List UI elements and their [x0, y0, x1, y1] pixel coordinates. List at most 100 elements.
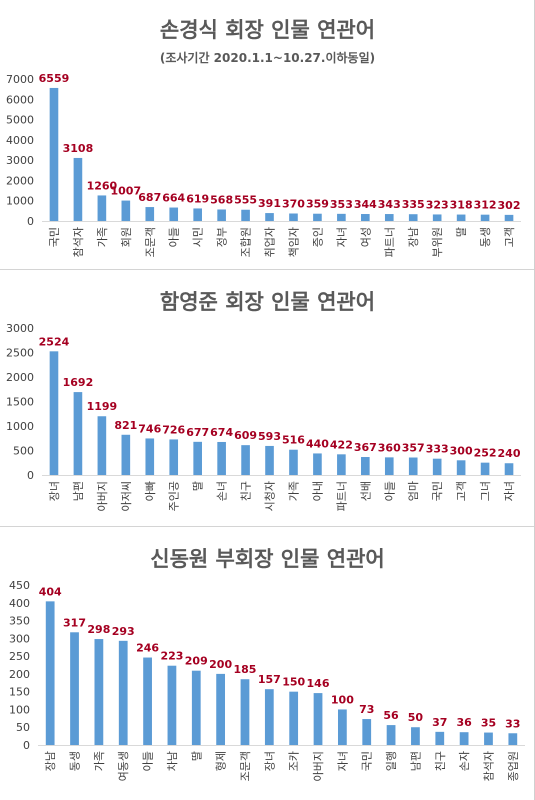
x-category-label: 조문객 [239, 751, 252, 781]
x-category-label: 아들 [383, 481, 396, 501]
data-label: 185 [233, 663, 256, 676]
data-label: 391 [258, 197, 281, 210]
bar [361, 214, 370, 221]
data-label: 664 [162, 192, 185, 205]
bar [313, 453, 322, 475]
data-label: 293 [112, 625, 135, 638]
x-category-label: 아버지 [96, 481, 109, 511]
data-label: 1692 [63, 376, 94, 389]
data-label: 333 [426, 443, 449, 456]
bar [49, 351, 59, 475]
data-label: 209 [185, 655, 208, 668]
bar [217, 209, 226, 221]
bar [504, 463, 514, 475]
x-category-label: 조합원 [240, 227, 253, 257]
data-label: 37 [432, 716, 447, 729]
x-category-label: 정부 [216, 227, 229, 247]
x-category-label: 부위원 [431, 227, 444, 257]
bar [216, 673, 226, 745]
bar [432, 214, 442, 221]
x-category-label: 조카 [288, 751, 301, 771]
x-category-label: 조문객 [144, 227, 157, 257]
bar [456, 460, 466, 475]
data-label: 516 [282, 434, 305, 447]
bar [169, 207, 179, 221]
data-label: 357 [402, 442, 425, 455]
bar [70, 632, 79, 745]
bar [241, 209, 250, 221]
bar [337, 709, 347, 745]
data-label: 35 [481, 717, 496, 730]
bar [97, 195, 107, 221]
bar [386, 725, 396, 745]
x-category-label: 장남 [407, 227, 420, 247]
bar [313, 213, 322, 221]
y-tick-label: 500 [13, 445, 34, 458]
data-label: 343 [378, 198, 401, 211]
bar [337, 454, 346, 475]
x-category-label: 가족 [96, 227, 109, 247]
x-category-label: 그녀 [479, 481, 492, 501]
chart-title: 손경식 회장 인물 연관어 [159, 18, 376, 42]
data-label: 360 [378, 441, 401, 454]
x-category-label: 손녀 [216, 481, 229, 501]
bar [241, 445, 250, 475]
x-category-label: 엄마 [407, 481, 420, 501]
bar [191, 670, 201, 745]
data-label: 344 [354, 198, 377, 211]
data-label: 353 [330, 198, 353, 211]
data-label: 3108 [63, 142, 94, 155]
x-category-label: 증인 [311, 227, 324, 247]
bar [408, 214, 418, 221]
bar [264, 689, 274, 745]
x-category-label: 선배 [359, 481, 372, 501]
x-category-label: 일행 [384, 751, 398, 771]
data-label: 240 [498, 447, 521, 460]
bar [145, 438, 155, 475]
y-tick-label: 250 [9, 650, 30, 663]
x-category-label: 딸 [455, 227, 468, 237]
x-category-label: 남편 [409, 751, 422, 771]
y-tick-label: 3000 [6, 322, 34, 335]
x-category-label: 자녀 [335, 227, 348, 247]
x-category-label: 시민 [192, 227, 205, 247]
data-label: 6559 [39, 72, 70, 85]
bar [480, 462, 490, 475]
y-tick-label: 100 [9, 703, 30, 716]
bar [49, 87, 59, 221]
y-tick-label: 4000 [6, 134, 34, 147]
bar [362, 719, 372, 745]
data-label: 317 [63, 616, 86, 629]
bar [121, 434, 131, 475]
x-category-label: 동생 [69, 751, 82, 771]
x-category-label: 고객 [503, 227, 516, 247]
y-tick-label: 400 [9, 597, 30, 610]
x-category-label: 장남 [44, 751, 57, 771]
x-category-label: 자녀 [336, 751, 349, 771]
x-category-label: 고객 [455, 481, 468, 501]
bar [73, 157, 83, 221]
data-label: 150 [282, 676, 305, 689]
data-label: 323 [426, 198, 449, 211]
bar [384, 214, 394, 221]
chart-panel-sohn: 손경식 회장 인물 연관어 (조사기간 2020.1.1~10.27.이하동일)… [0, 0, 535, 270]
y-tick-label: 450 [9, 579, 30, 592]
x-category-label: 딸 [190, 751, 203, 761]
data-label: 687 [138, 191, 161, 204]
data-label: 318 [450, 199, 473, 212]
bar [265, 213, 274, 221]
x-category-label: 남편 [72, 481, 85, 501]
data-label: 312 [474, 199, 497, 212]
bar [73, 392, 83, 475]
bar [169, 439, 179, 475]
data-label: 609 [234, 429, 257, 442]
x-category-label: 아내 [311, 481, 324, 501]
x-category-label: 시청자 [264, 481, 277, 511]
chart-panel-shin: 신동원 부회장 인물 연관어 0 50 100 150 200 250 300 350 400 4… [0, 527, 535, 800]
y-tick-label: 0 [27, 469, 34, 482]
chart-subtitle: (조사기간 2020.1.1~10.27.이하동일) [159, 51, 376, 65]
bar [167, 665, 177, 745]
x-category-label: 회원 [120, 227, 133, 247]
bar [217, 441, 226, 475]
chart-title: 함영준 회장 인물 연관어 [159, 290, 376, 314]
